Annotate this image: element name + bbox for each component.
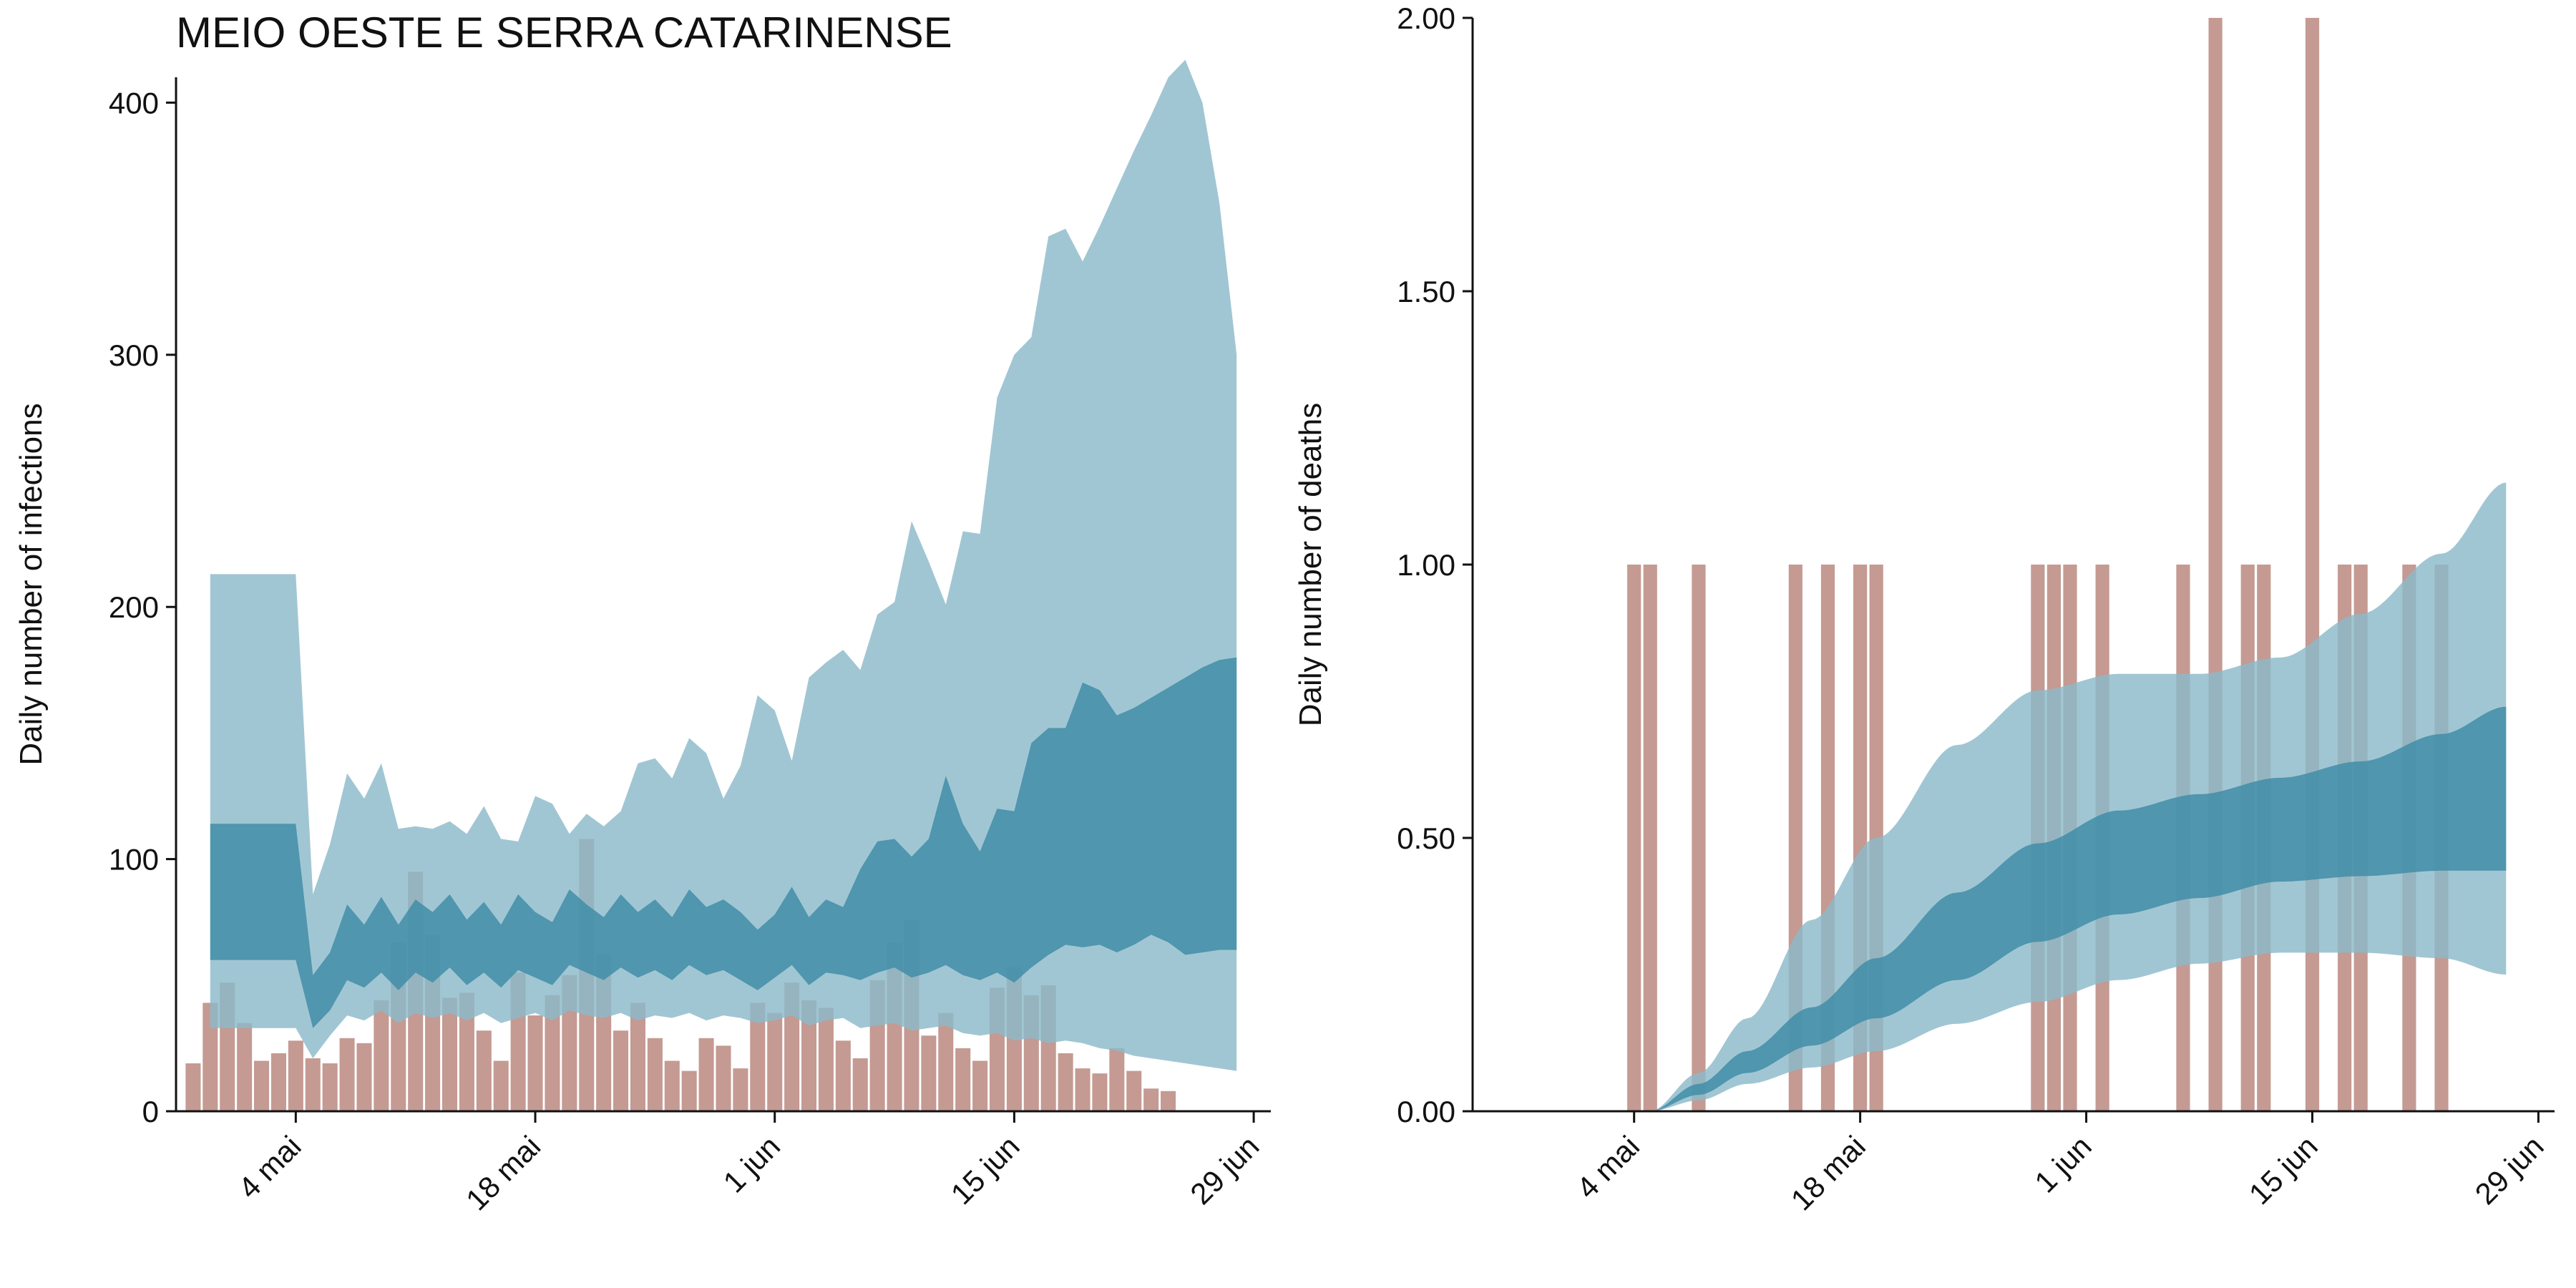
- y-tick-label: 0: [142, 1095, 159, 1128]
- observed-infection-bar: [767, 1013, 783, 1111]
- deaths-50-band: [1650, 706, 2507, 1111]
- observed-infection-bar: [185, 1063, 201, 1111]
- observed-infection-bar: [681, 1070, 697, 1111]
- x-tick-label: 1 jun: [716, 1129, 786, 1199]
- observed-infection-bar: [647, 1038, 663, 1111]
- observed-infection-bar: [237, 1023, 253, 1111]
- y-axis-title: Daily number of deaths: [1293, 403, 1328, 726]
- observed-infection-bar: [476, 1030, 492, 1111]
- observed-infection-bar: [750, 1002, 766, 1111]
- infections-50-band: [210, 657, 1237, 1028]
- y-tick-label: 0.50: [1397, 821, 1455, 855]
- observed-infection-bar: [545, 995, 560, 1111]
- x-tick-label: 15 jun: [945, 1129, 1026, 1211]
- observed-infection-bar: [852, 1058, 868, 1111]
- observed-infection-bar: [1092, 1073, 1108, 1111]
- observed-infection-bar: [938, 1013, 954, 1111]
- x-tick-label: 4 mai: [232, 1129, 308, 1205]
- observed-infection-bar: [441, 997, 458, 1111]
- observed-infection-bar: [630, 1002, 645, 1111]
- x-tick-label: 29 jun: [2469, 1129, 2550, 1211]
- observed-infection-bar: [955, 1048, 971, 1111]
- observed-infection-bar: [339, 1038, 355, 1111]
- y-tick-label: 400: [109, 86, 159, 119]
- y-tick-label: 200: [109, 590, 159, 624]
- observed-infection-bar: [1143, 1088, 1159, 1111]
- observed-infection-bar: [801, 1000, 817, 1111]
- observed-infection-bar: [459, 992, 474, 1111]
- observed-infection-bar: [921, 1035, 937, 1111]
- y-tick-label: 100: [109, 843, 159, 877]
- infections-panel: MEIO OESTE E SERRA CATARINENSE 0 100 200 300…: [14, 9, 1271, 1217]
- observed-infection-bar: [1161, 1091, 1176, 1111]
- x-tick-label: 18 mai: [459, 1129, 547, 1216]
- observed-infection-bar: [818, 1008, 834, 1111]
- x-tick-label: 4 mai: [1570, 1129, 1646, 1205]
- observed-infection-bar: [972, 1060, 988, 1111]
- chart-title: MEIO OESTE E SERRA CATARINENSE: [176, 9, 952, 57]
- observed-infection-bar: [254, 1060, 270, 1111]
- x-tick-label: 18 mai: [1785, 1129, 1872, 1216]
- observed-infection-bar: [698, 1038, 714, 1111]
- y-tick-label: 1.50: [1397, 275, 1455, 308]
- observed-infection-bar: [664, 1060, 680, 1111]
- observed-infection-bar: [1109, 1048, 1125, 1111]
- observed-infection-bar: [1126, 1070, 1142, 1111]
- observed-infection-bar: [1075, 1068, 1091, 1111]
- observed-infection-bar: [288, 1040, 303, 1111]
- x-tick-label: 1 jun: [2028, 1129, 2098, 1199]
- observed-infection-bar: [1058, 1053, 1073, 1111]
- y-tick-label: 1.00: [1397, 548, 1455, 582]
- observed-infection-bar: [733, 1068, 748, 1111]
- infections-95-band: [210, 59, 1237, 1071]
- y-tick-label: 0.00: [1397, 1095, 1455, 1128]
- observed-infection-bar: [527, 1015, 543, 1111]
- observed-death-bar: [1627, 565, 1641, 1111]
- observed-infection-bar: [493, 1060, 509, 1111]
- observed-infection-bar: [270, 1053, 286, 1111]
- deaths-panel: 0.00 0.50 1.00 1.50 2.00 4 mai 18 mai 1 jun 15 j…: [1293, 1, 2555, 1217]
- deaths-95-band: [1650, 482, 2507, 1111]
- observed-infection-bar: [716, 1045, 731, 1111]
- observed-infection-bar: [356, 1043, 372, 1111]
- y-axis-title: Daily number of infections: [14, 403, 49, 765]
- observed-death-bar: [1643, 565, 1657, 1111]
- observed-infection-bar: [322, 1063, 338, 1111]
- x-tick-label: 15 jun: [2243, 1129, 2324, 1211]
- y-tick-label: 300: [109, 338, 159, 372]
- observed-infection-bar: [613, 1030, 629, 1111]
- observed-infection-bar: [835, 1040, 851, 1111]
- observed-infection-bar: [305, 1058, 321, 1111]
- observed-death-bar: [1692, 565, 1706, 1111]
- y-tick-label: 2.00: [1397, 1, 1455, 35]
- observed-infection-bar: [374, 1000, 389, 1111]
- observed-infection-bar: [203, 1002, 218, 1111]
- x-tick-label: 29 jun: [1184, 1129, 1265, 1211]
